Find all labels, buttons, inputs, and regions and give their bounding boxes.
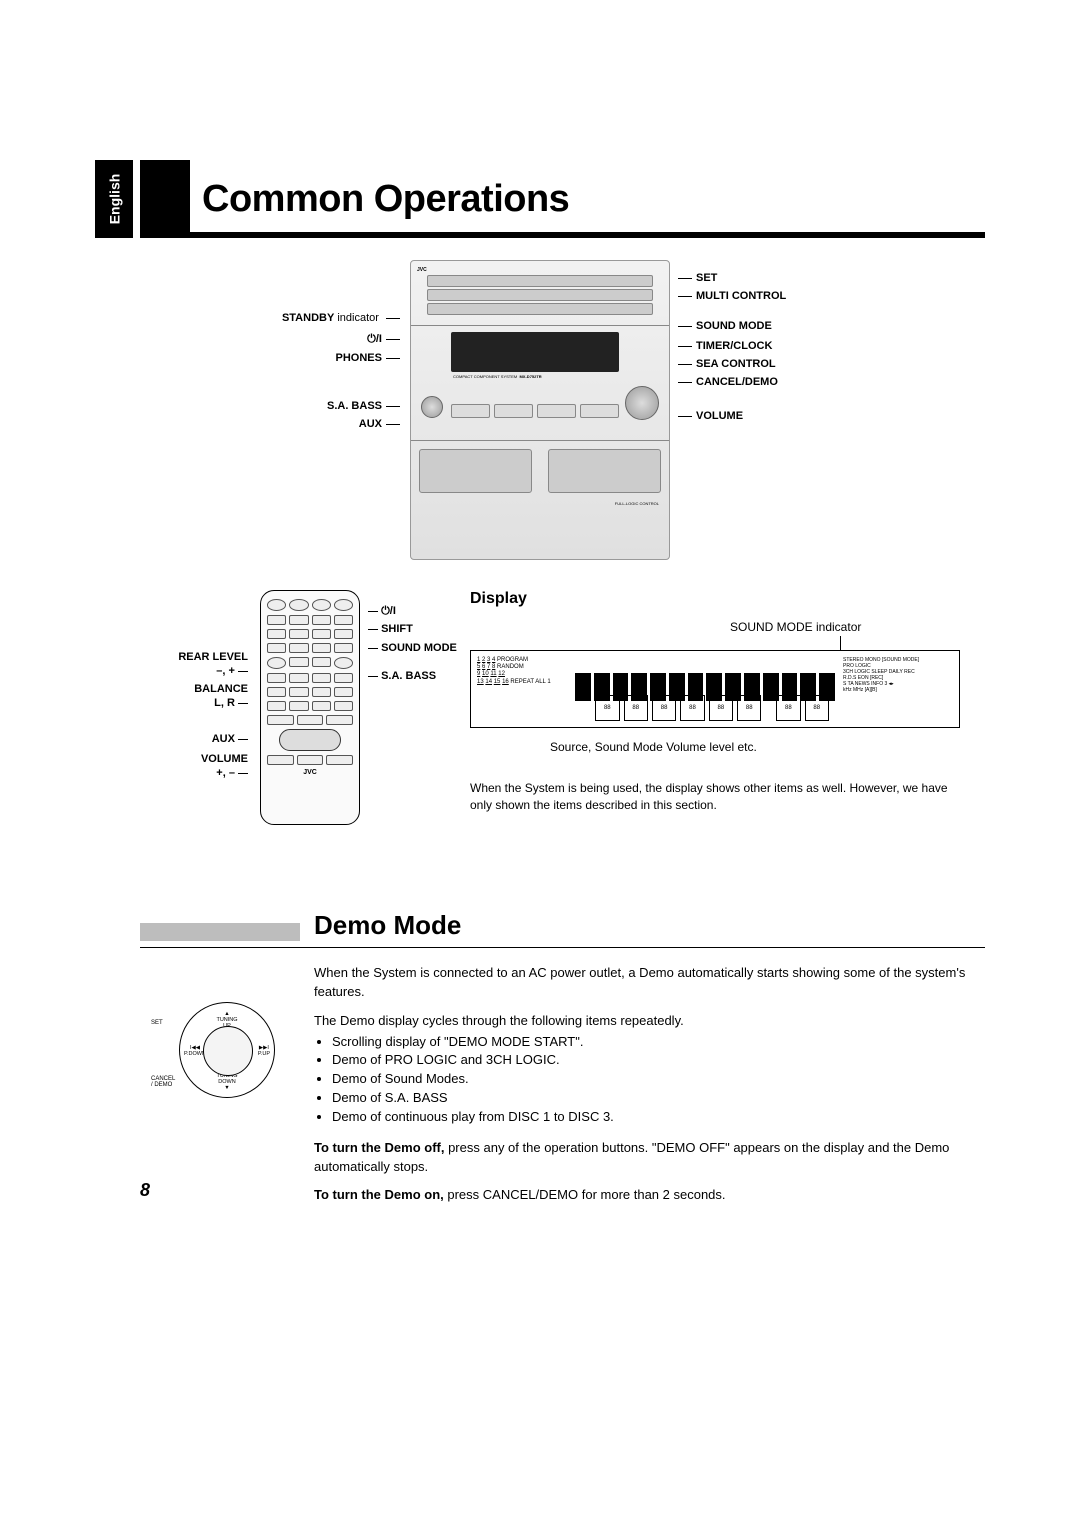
main-unit-diagram: STANDBY indicator ⏻/I PHONES S.A. BASS A… <box>230 260 930 570</box>
label-multi: MULTI CONTROL <box>678 290 786 302</box>
rlabel-rear: REAR LEVEL –, + <box>120 650 248 679</box>
title-black-block <box>140 160 190 238</box>
demo-intro1: When the System is connected to an AC po… <box>314 964 985 1002</box>
demo-item: Demo of S.A. BASS <box>332 1089 985 1108</box>
label-power: ⏻/I <box>220 333 400 346</box>
jog-dial-illustration: SET CANCEL/ DEMO ▲TUNINGUP I◀◀P.DOWN ▶▶I… <box>155 990 275 1110</box>
label-standby: STANDBY indicator <box>220 312 400 324</box>
rlabel-power: ⏻/I <box>368 605 396 618</box>
rlabel-aux: AUX <box>120 732 248 746</box>
remote-volume-rocker <box>279 729 341 751</box>
lcd-track-grid: 1 2 3 4 PROGRAM 5 6 7 8 RANDOM 9 10 11 1… <box>477 657 567 721</box>
demo-rule <box>140 947 985 948</box>
remote-brand: JVC <box>267 769 353 776</box>
label-volume: VOLUME <box>678 410 743 422</box>
rlabel-sound: SOUND MODE <box>368 642 457 654</box>
display-heading: Display <box>470 590 527 608</box>
label-cancel: CANCEL/DEMO <box>678 376 778 388</box>
label-aux: AUX <box>220 418 400 430</box>
demo-intro2: The Demo display cycles through the foll… <box>314 1012 985 1031</box>
lcd-digits: CD 888888888888:8888 <box>581 695 829 721</box>
label-sound: SOUND MODE <box>678 320 772 332</box>
remote-display-block: REAR LEVEL –, + BALANCE L, R AUX VOLUME … <box>140 590 985 870</box>
page-number: 8 <box>140 1180 150 1201</box>
demo-heading: Demo Mode <box>314 910 461 941</box>
jog-set: SET <box>151 1020 163 1026</box>
label-sea: SEA CONTROL <box>678 358 776 370</box>
unit-brand: JVC <box>417 267 663 273</box>
label-standby-bold: STANDBY <box>282 312 334 324</box>
label-sabass: S.A. BASS <box>220 400 400 412</box>
lcd-display: 1 2 3 4 PROGRAM 5 6 7 8 RANDOM 9 10 11 1… <box>470 650 960 728</box>
jog-cancel: CANCEL/ DEMO <box>151 1076 175 1088</box>
sound-mode-indicator-label: SOUND MODE indicator <box>730 620 861 654</box>
demo-item: Demo of Sound Modes. <box>332 1070 985 1089</box>
rlabel-balance: BALANCE L, R <box>120 682 248 711</box>
unit-knob-right <box>625 386 659 420</box>
language-tab: English <box>95 160 133 238</box>
rlabel-volume: VOLUME +, – <box>120 752 248 781</box>
demo-off: To turn the Demo off, press any of the o… <box>314 1139 985 1177</box>
power-icon: ⏻/I <box>367 333 382 345</box>
unit-sys-label: COMPACT COMPONENT SYSTEM MX-D752TR <box>453 374 542 379</box>
label-set: SET <box>678 272 717 284</box>
language-label: English <box>106 174 122 225</box>
remote-illustration: JVC <box>260 590 360 825</box>
label-phones: PHONES <box>220 352 400 364</box>
unit-control-section: COMPACT COMPONENT SYSTEM MX-D752TR <box>411 326 669 441</box>
remote-power-icon: ⏻/I <box>381 605 396 617</box>
jog-pup: ▶▶IP.UP <box>258 1045 270 1057</box>
unit-logic-label: FULL-LOGIC CONTROL <box>411 501 669 506</box>
label-standby-suffix: indicator <box>334 312 379 324</box>
rlabel-sabass: S.A. BASS <box>368 670 436 682</box>
demo-item: Demo of continuous play from DISC 1 to D… <box>332 1108 985 1127</box>
rlabel-shift: SHIFT <box>368 623 413 635</box>
lcd-note: When the System is being used, the displ… <box>470 780 960 814</box>
main-unit-illustration: JVC COMPACT COMPONENT SYSTEM MX-D752TR F… <box>410 260 670 560</box>
unit-cd-section: JVC <box>411 261 669 326</box>
lcd-caption: Source, Sound Mode Volume level etc. <box>550 740 757 754</box>
demo-on: To turn the Demo on, press CANCEL/DEMO f… <box>314 1186 985 1205</box>
demo-item: Scrolling display of "DEMO MODE START". <box>332 1033 985 1052</box>
title-rule <box>140 232 985 238</box>
demo-grey-bar <box>140 923 300 941</box>
unit-knob-left <box>421 396 443 418</box>
demo-item: Demo of PRO LOGIC and 3CH LOGIC. <box>332 1051 985 1070</box>
label-timer: TIMER/CLOCK <box>678 340 772 352</box>
demo-body: When the System is connected to an AC po… <box>314 964 985 1205</box>
page-title: Common Operations <box>202 178 569 221</box>
unit-tape-section: FULL-LOGIC CONTROL <box>411 441 669 556</box>
demo-list: Scrolling display of "DEMO MODE START". … <box>332 1033 985 1127</box>
lcd-status-area: STEREO MONO [SOUND MODE]PRO LOGIC3CH LOG… <box>843 657 953 721</box>
title-bar: Common Operations <box>140 160 985 238</box>
